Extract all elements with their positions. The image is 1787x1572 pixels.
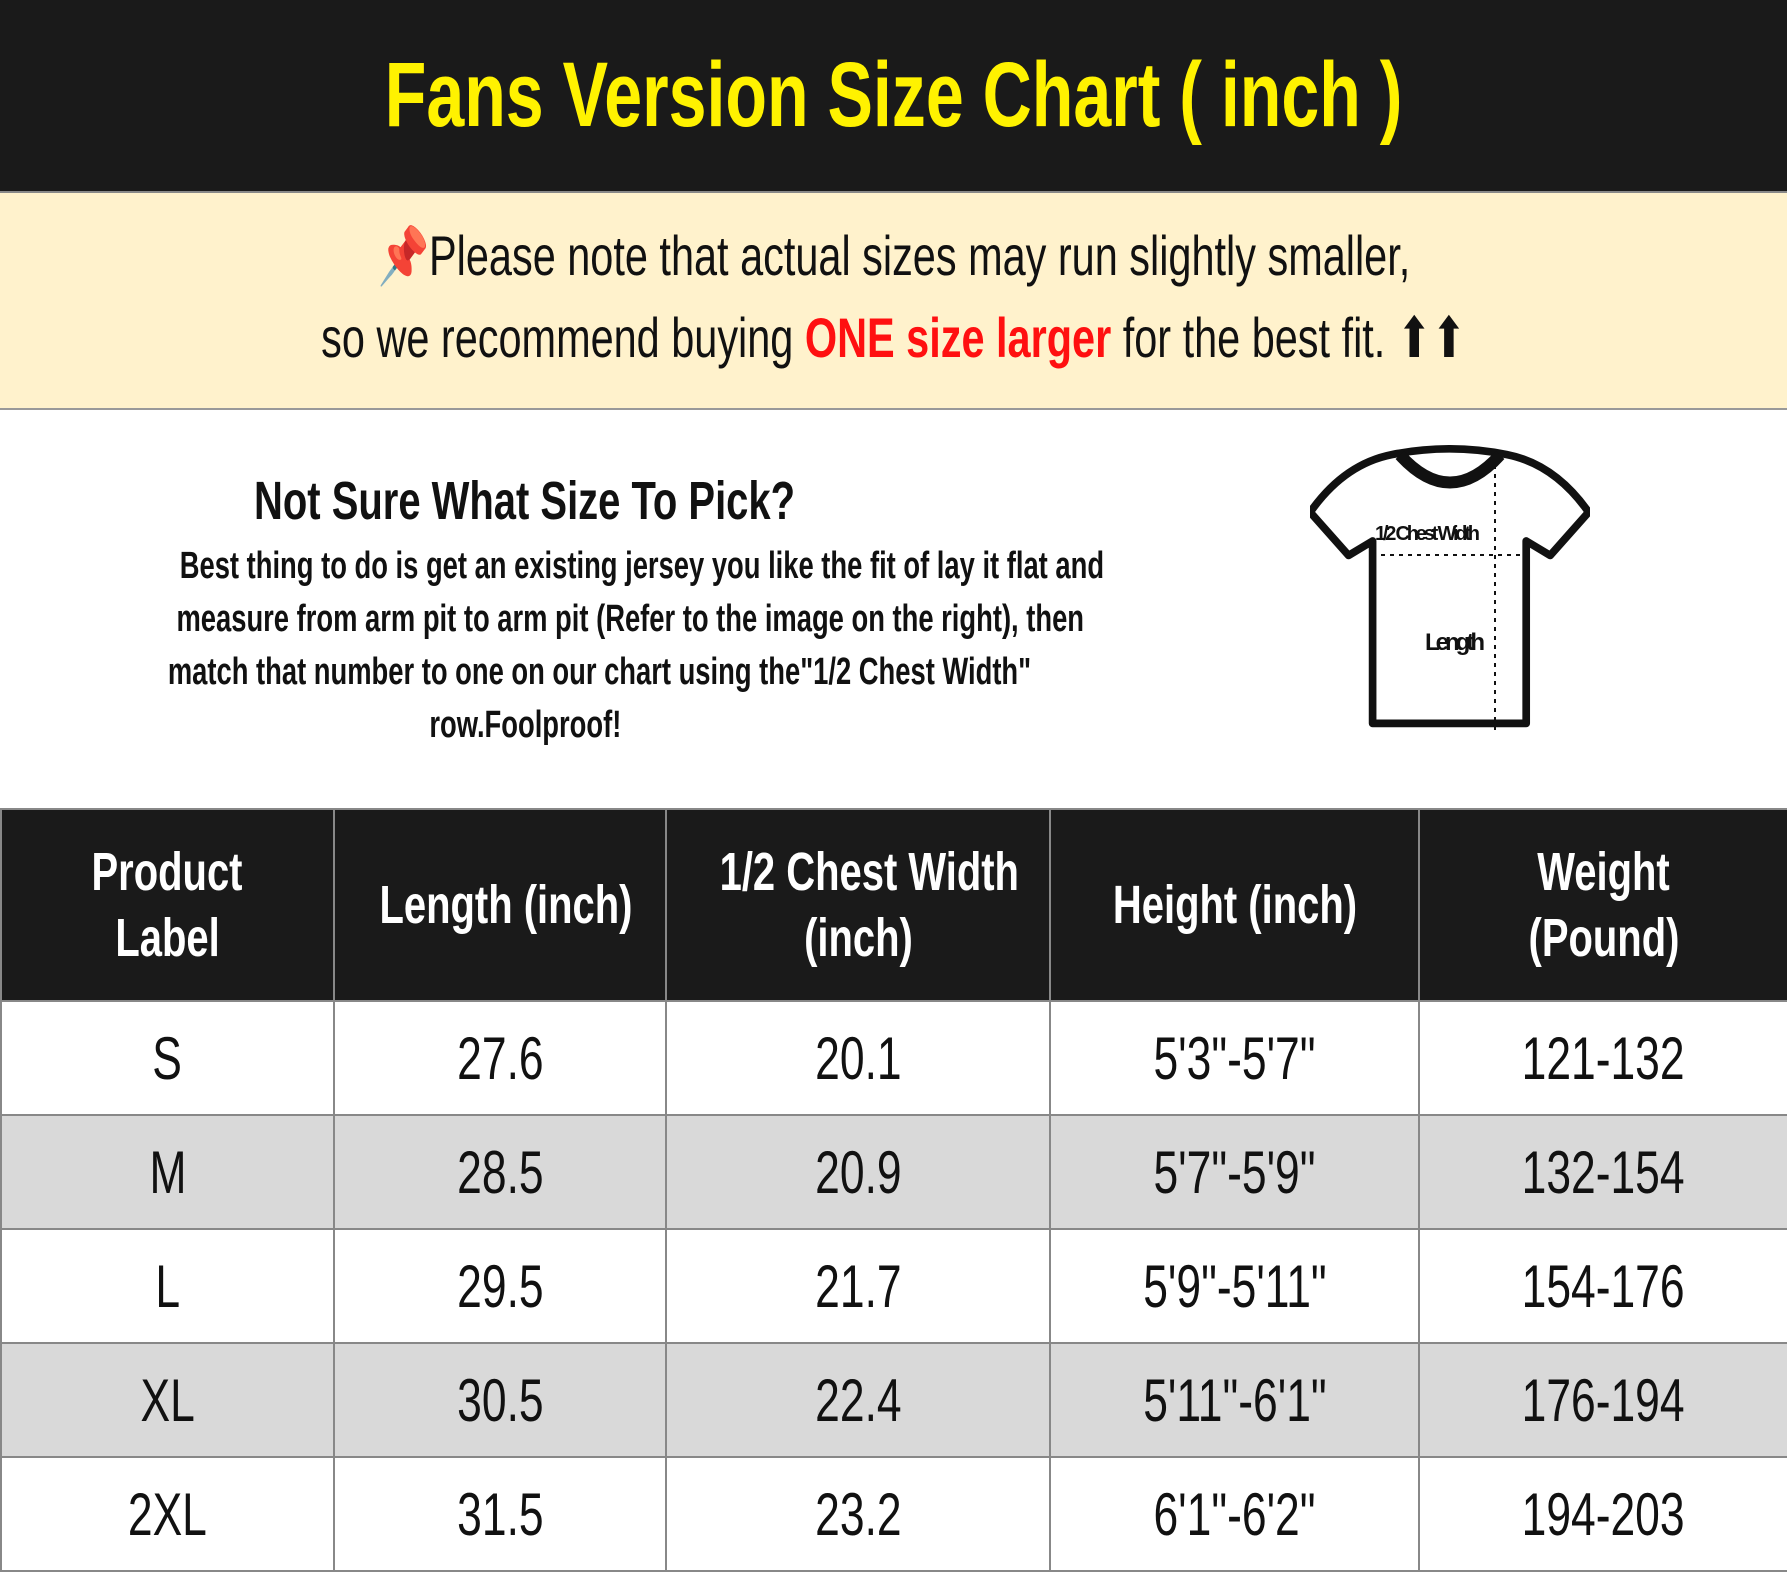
cell-chest-width: 21.7: [665, 1228, 1051, 1344]
notice-line-2-pre: so we recommend buying: [320, 306, 805, 369]
cell-length: 31.5: [333, 1456, 667, 1572]
cell-weight: 154-176: [1418, 1228, 1787, 1344]
size-chart-title: Fans Version Size Chart ( inch ): [0, 0, 1787, 193]
cell-height: 6'1"-6'2": [1049, 1456, 1420, 1572]
table-header-row: Product Label Length (inch) 1/2 Chest Wid…: [0, 808, 1787, 1002]
fit-guide-description: Best thing to do is get an existing jers…: [167, 545, 1105, 746]
header-product-label: Product Label: [0, 808, 335, 1002]
cell-chest-width: 20.1: [665, 1000, 1051, 1116]
table-row: XL 30.5 22.4 5'11"-6'1" 176-194: [0, 1342, 1787, 1458]
header-height: Height (inch): [1049, 808, 1420, 1002]
header-chest-width: 1/2 Chest Width (inch): [665, 808, 1051, 1002]
cell-size: M: [0, 1114, 335, 1230]
notice-line-1: Please note that actual sizes may run sl…: [428, 224, 1410, 287]
up-arrows-icon: ⬆⬆: [1396, 306, 1467, 369]
cell-chest-width: 23.2: [665, 1456, 1051, 1572]
cell-length: 27.6: [333, 1000, 667, 1116]
cell-weight: 121-132: [1418, 1000, 1787, 1116]
cell-length: 30.5: [333, 1342, 667, 1458]
cell-height: 5'11"-6'1": [1049, 1342, 1420, 1458]
header-length: Length (inch): [333, 808, 667, 1002]
length-label: Length: [1425, 629, 1485, 656]
cell-weight: 194-203: [1418, 1456, 1787, 1572]
table-row: M 28.5 20.9 5'7"-5'9" 132-154: [0, 1114, 1787, 1230]
tshirt-diagram: 1/2 Chest Width Length: [1310, 445, 1590, 730]
cell-size: L: [0, 1228, 335, 1344]
cell-size: S: [0, 1000, 335, 1116]
cell-height: 5'3"-5'7": [1049, 1000, 1420, 1116]
table-row: 2XL 31.5 23.2 6'1"-6'2" 194-203: [0, 1456, 1787, 1572]
cell-weight: 132-154: [1418, 1114, 1787, 1230]
cell-height: 5'7"-5'9": [1049, 1114, 1420, 1230]
fit-guide-heading: Not Sure What Size To Pick?: [254, 471, 796, 531]
notice-highlight: ONE size larger: [804, 306, 1111, 369]
table-row: L 29.5 21.7 5'9"-5'11" 154-176: [0, 1228, 1787, 1344]
cell-size: XL: [0, 1342, 335, 1458]
notice-line-2-post: for the best fit.: [1110, 306, 1397, 369]
cell-chest-width: 20.9: [665, 1114, 1051, 1230]
size-table: Product Label Length (inch) 1/2 Chest Wid…: [0, 808, 1787, 1572]
cell-weight: 176-194: [1418, 1342, 1787, 1458]
pushpin-icon: 📌: [377, 224, 429, 287]
cell-size: 2XL: [0, 1456, 335, 1572]
header-weight: Weight (Pound): [1418, 808, 1787, 1002]
chest-width-label: 1/2 Chest Width: [1375, 523, 1480, 545]
cell-height: 5'9"-5'11": [1049, 1228, 1420, 1344]
size-notice: 📌Please note that actual sizes may run s…: [0, 193, 1787, 410]
cell-chest-width: 22.4: [665, 1342, 1051, 1458]
cell-length: 28.5: [333, 1114, 667, 1230]
cell-length: 29.5: [333, 1228, 667, 1344]
table-row: S 27.6 20.1 5'3"-5'7" 121-132: [0, 1000, 1787, 1116]
